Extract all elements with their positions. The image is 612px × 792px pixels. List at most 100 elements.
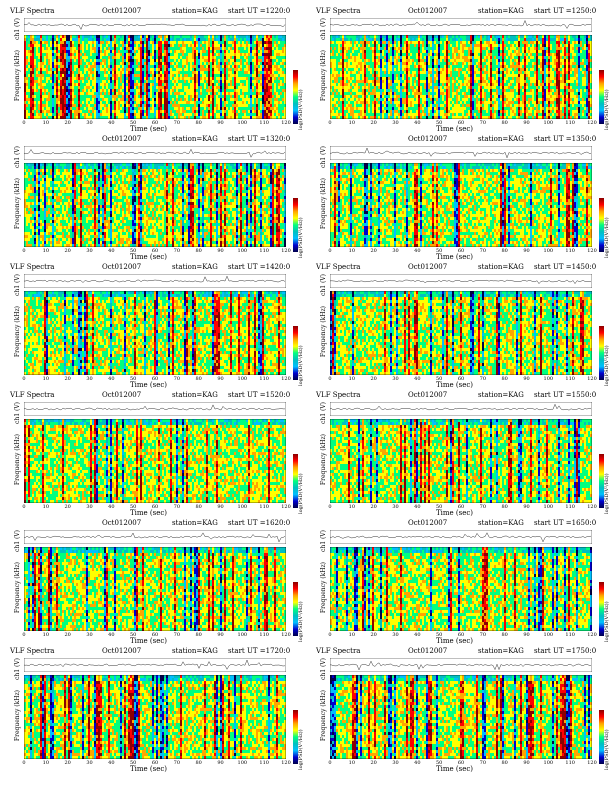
time-axis-label: Time (sec) — [130, 253, 167, 261]
x-tick-label: 120 — [281, 376, 291, 382]
x-tick-label: 50 — [130, 632, 136, 638]
x-tick-label: 40 — [108, 760, 114, 766]
waveform-plot — [24, 658, 286, 672]
x-tick-label: 70 — [174, 376, 180, 382]
x-tick-label: 100 — [238, 632, 248, 638]
time-axis-label: Time (sec) — [436, 125, 473, 133]
x-tick-label: 10 — [349, 248, 355, 254]
x-tick-label: 70 — [174, 632, 180, 638]
ch-axis-label: ch1 (V) — [14, 402, 21, 424]
panel-title: VLF Spectra — [316, 6, 360, 17]
x-tick-label: 50 — [130, 120, 136, 126]
x-tick-label: 40 — [108, 248, 114, 254]
x-tick-label: 80 — [501, 248, 507, 254]
x-tick-label: 60 — [152, 248, 158, 254]
x-tick-label: 50 — [130, 504, 136, 510]
x-tick-label: 0 — [328, 760, 331, 766]
x-tick-label: 90 — [523, 504, 529, 510]
x-tick-label: 30 — [86, 120, 92, 126]
spectrogram — [330, 675, 592, 759]
ch-axis-label: ch1 (V) — [14, 274, 21, 296]
x-tick-label: 40 — [108, 504, 114, 510]
x-tick-label: 50 — [436, 632, 442, 638]
x-tick-label: 70 — [480, 760, 486, 766]
x-tick-label: 90 — [217, 760, 223, 766]
x-tick-label: 110 — [259, 248, 269, 254]
ch-axis-label: ch1 (V) — [14, 658, 21, 680]
x-tick-label: 100 — [238, 376, 248, 382]
x-tick-label: 20 — [64, 504, 70, 510]
x-tick-label: 50 — [436, 760, 442, 766]
panel-date: Oct012007 — [102, 646, 141, 657]
x-tick-label: 120 — [281, 504, 291, 510]
x-tick-label: 100 — [544, 248, 554, 254]
x-tick-label: 90 — [217, 632, 223, 638]
x-tick-label: 30 — [392, 120, 398, 126]
x-tick-label: 20 — [370, 120, 376, 126]
x-tick-label: 60 — [458, 632, 464, 638]
panel-station: station=KAG — [478, 646, 524, 657]
panel-station: station=KAG — [172, 518, 218, 529]
x-tick-label: 30 — [392, 632, 398, 638]
time-ticks: 0 10 20 30 40 50 60 70 80 90 100 110 120 — [328, 376, 596, 382]
spectrogram-panel: VLF Spectra Oct012007 station=KAG start … — [10, 262, 304, 390]
frequency-axis-label: Frequency (kHz) — [320, 434, 327, 485]
x-tick-label: 10 — [43, 760, 49, 766]
x-tick-label: 0 — [328, 376, 331, 382]
x-tick-label: 20 — [64, 376, 70, 382]
time-axis-label: Time (sec) — [130, 765, 167, 773]
panel-title: VLF Spectra — [10, 390, 54, 401]
time-ticks: 0 10 20 30 40 50 60 70 80 90 100 110 120 — [328, 248, 596, 254]
x-tick-label: 0 — [22, 376, 25, 382]
panel-header: VLF Spectra Oct012007 station=KAG start … — [316, 390, 606, 401]
x-tick-label: 120 — [587, 632, 597, 638]
panel-start-ut: start UT =1350:0 — [534, 134, 596, 145]
x-tick-label: 50 — [436, 248, 442, 254]
x-tick-label: 80 — [195, 504, 201, 510]
x-tick-label: 110 — [565, 760, 575, 766]
ch-axis-label: ch1 (V) — [14, 18, 21, 40]
colorbar — [293, 326, 298, 380]
colorbar-label: log(PSD(V²/Hz)) — [604, 70, 612, 130]
x-tick-label: 60 — [458, 504, 464, 510]
colorbar — [293, 198, 298, 252]
x-tick-label: 0 — [328, 248, 331, 254]
x-tick-label: 90 — [217, 504, 223, 510]
x-tick-label: 120 — [587, 504, 597, 510]
colorbar — [599, 198, 604, 252]
colorbar-label: log(PSD(V²/Hz)) — [604, 710, 612, 770]
panel-date: Oct012007 — [408, 390, 447, 401]
spectrogram — [24, 547, 286, 631]
waveform-plot — [24, 146, 286, 160]
panel-station: station=KAG — [478, 262, 524, 273]
time-ticks: 0 10 20 30 40 50 60 70 80 90 100 110 120 — [328, 632, 596, 638]
x-tick-label: 50 — [130, 376, 136, 382]
x-tick-label: 0 — [328, 632, 331, 638]
x-tick-label: 60 — [152, 760, 158, 766]
x-tick-label: 120 — [281, 120, 291, 126]
x-tick-label: 20 — [64, 120, 70, 126]
x-tick-label: 50 — [130, 760, 136, 766]
x-tick-label: 0 — [22, 504, 25, 510]
panel-date: Oct012007 — [408, 646, 447, 657]
panel-header: VLF Spectra Oct012007 station=KAG start … — [316, 646, 606, 657]
x-tick-label: 110 — [259, 376, 269, 382]
colorbar-label: log(PSD(V²/Hz)) — [298, 198, 308, 258]
x-tick-label: 20 — [64, 632, 70, 638]
x-tick-label: 70 — [480, 632, 486, 638]
frequency-axis-label: Frequency (kHz) — [14, 690, 21, 741]
x-tick-label: 10 — [43, 632, 49, 638]
x-tick-label: 120 — [587, 376, 597, 382]
frequency-axis-label: Frequency (kHz) — [320, 50, 327, 101]
waveform-plot — [24, 402, 286, 416]
x-tick-label: 60 — [458, 248, 464, 254]
spectrogram — [330, 547, 592, 631]
time-ticks: 0 10 20 30 40 50 60 70 80 90 100 110 120 — [22, 376, 290, 382]
x-tick-label: 120 — [587, 760, 597, 766]
panel-date: Oct012007 — [408, 134, 447, 145]
x-tick-label: 10 — [43, 120, 49, 126]
x-tick-label: 40 — [414, 760, 420, 766]
colorbar — [599, 710, 604, 764]
colorbar-label: log(PSD(V²/Hz)) — [298, 70, 308, 130]
x-tick-label: 110 — [259, 120, 269, 126]
